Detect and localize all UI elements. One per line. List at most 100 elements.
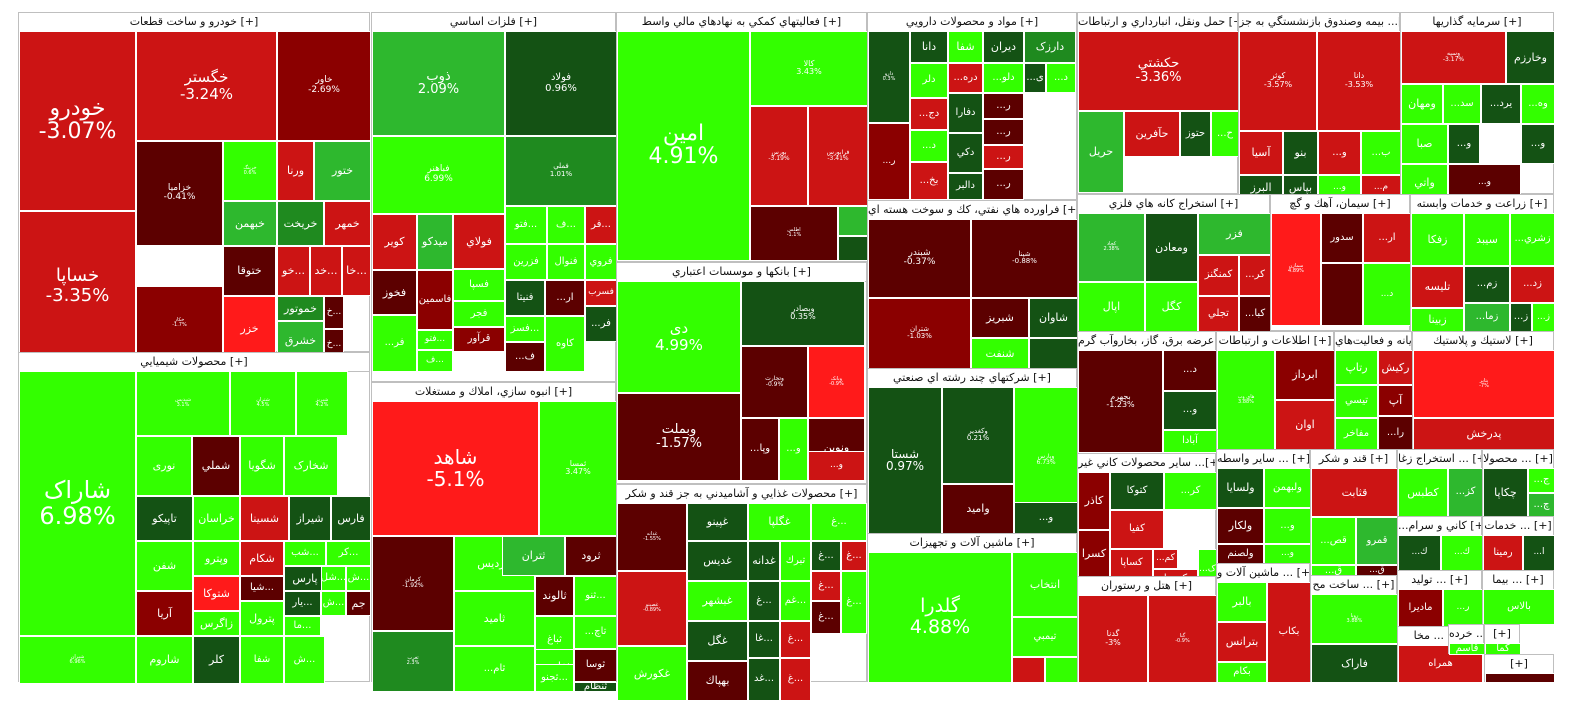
stock-tile[interactable]: وسپه -3.17% (1401, 31, 1506, 84)
stock-tile[interactable]: فر... (585, 206, 617, 244)
stock-tile[interactable]: کتوكا (1110, 472, 1164, 510)
stock-tile[interactable]: ...ر (983, 169, 1024, 200)
stock-tile[interactable]: خودرو -3.07% (19, 31, 136, 211)
stock-tile[interactable]: زفکا (1411, 213, 1464, 266)
stock-tile[interactable]: شپديس 3.1% (136, 371, 230, 436)
stock-tile[interactable]: فرابورس -3.41% (808, 106, 868, 206)
stock-tile[interactable]: ف... (417, 350, 453, 372)
stock-tile[interactable]: شبندر -0.37% (868, 219, 971, 298)
stock-tile[interactable]: شاروم (136, 636, 193, 684)
stock-tile[interactable] (1321, 263, 1363, 326)
stock-tile[interactable]: بالبر (1217, 582, 1267, 622)
stock-tile[interactable]: ...فر (585, 306, 617, 342)
stock-tile[interactable]: ...زم (1464, 266, 1510, 303)
stock-tile[interactable]: تبرك (780, 541, 811, 581)
stock-tile[interactable]: شستا 0.97% (868, 387, 942, 534)
stock-tile[interactable]: غم... (780, 581, 811, 621)
stock-tile[interactable]: ...و (808, 451, 865, 481)
stock-tile[interactable]: وبانک -0.9% (808, 346, 865, 418)
stock-tile[interactable]: فخوز (372, 270, 417, 315)
stock-tile[interactable]: ...ا (1523, 535, 1555, 571)
stock-tile[interactable]: حتوز (1180, 111, 1211, 157)
stock-tile[interactable]: غ... (780, 658, 811, 701)
stock-tile[interactable]: فنوال (547, 244, 585, 280)
sector-title[interactable]: ...كاني و سرام [+] (1398, 517, 1481, 536)
stock-tile[interactable]: فسز... (505, 316, 545, 342)
stock-tile[interactable]: خو... (277, 246, 310, 296)
stock-tile[interactable]: ...د (1363, 263, 1411, 326)
stock-tile[interactable]: بنو (1283, 131, 1318, 175)
stock-tile[interactable]: ذوب 2.09% (372, 31, 505, 136)
stock-tile[interactable]: فزرين (505, 244, 547, 280)
stock-tile[interactable]: ثالوند (535, 576, 574, 616)
stock-tile[interactable]: ...ب (1361, 131, 1401, 175)
sector-title[interactable]: خودرو و ساخت قطعات [+] (19, 13, 369, 32)
stock-tile[interactable]: وكغدير 0.21% (942, 387, 1014, 484)
stock-tile[interactable]: غا... (748, 621, 780, 658)
stock-tile[interactable]: ...و (1318, 131, 1361, 175)
sector-title[interactable]: قند و شكر [+] (1311, 450, 1396, 469)
sector-title[interactable]: بانكها و موسسات اعتباري [+] (617, 263, 866, 282)
stock-tile[interactable]: قرآور (453, 327, 505, 352)
sector-title[interactable]: استخراج كانه هاي فلزي [+] (1078, 195, 1269, 214)
stock-tile[interactable]: کساپا (1110, 549, 1153, 577)
stock-tile[interactable]: غ... (811, 601, 841, 634)
stock-tile[interactable]: پارس (284, 566, 326, 591)
stock-tile[interactable]: انتخاب (1012, 552, 1078, 617)
sector-title[interactable]: محصولات غذايي و آشاميدني به جز قند و شكر… (617, 485, 866, 504)
stock-tile[interactable]: فتو... (417, 330, 453, 350)
stock-tile[interactable]: غ... (748, 581, 780, 621)
stock-tile[interactable]: دلر (910, 63, 948, 98)
stock-tile[interactable]: خا... (342, 246, 371, 296)
sector-title[interactable]: فعاليتهاي كمكي به نهادهاي مالي واسط [+] (617, 13, 866, 32)
stock-tile[interactable]: شفن (136, 541, 193, 591)
stock-tile[interactable]: بالاس (1483, 589, 1555, 625)
stock-tile[interactable]: خبهمن (223, 201, 277, 246)
sector-title[interactable]: مواد و محصولات دارويي [+] (868, 13, 1076, 32)
stock-tile[interactable]: خد... (310, 246, 342, 296)
stock-tile[interactable]: خمهر (324, 201, 371, 246)
stock-tile[interactable]: سيبد (1464, 213, 1510, 266)
stock-tile[interactable]: ش... (346, 566, 371, 591)
stock-tile[interactable]: فولاي (453, 214, 505, 269)
stock-tile[interactable]: زبينا (1411, 308, 1464, 332)
stock-tile[interactable]: ...ح (1211, 111, 1239, 157)
stock-tile[interactable]: واميد (942, 484, 1014, 534)
stock-tile[interactable]: شاراک 6.98% (19, 371, 136, 636)
stock-tile[interactable]: دانا -3.53% (1317, 31, 1401, 131)
stock-tile[interactable]: غدانه -1.55% (617, 503, 687, 571)
stock-tile[interactable]: شيا... (240, 576, 284, 601)
stock-tile[interactable]: ...زشري (1510, 213, 1555, 266)
sector-title[interactable]: [+] (1485, 655, 1553, 674)
stock-tile[interactable]: چکاپا (1483, 468, 1528, 517)
stock-tile[interactable]: شيران 6.96% (19, 636, 136, 684)
stock-tile[interactable]: ختوقا (223, 246, 276, 296)
stock-tile[interactable]: ثوسا (574, 649, 617, 682)
stock-tile[interactable]: ...وه (1521, 84, 1555, 124)
stock-tile[interactable]: ثامید (454, 591, 535, 646)
stock-tile[interactable]: دی 4.99% (617, 281, 741, 393)
stock-tile[interactable]: رتاپ (1335, 350, 1378, 385)
stock-tile[interactable]: ...ثام (454, 646, 535, 692)
stock-tile[interactable]: ...فر (372, 315, 417, 372)
stock-tile[interactable]: غد... (748, 658, 780, 701)
stock-tile[interactable]: رويا 3.88% (1311, 594, 1398, 644)
stock-tile[interactable]: ولبهمن (1264, 468, 1311, 508)
stock-tile[interactable]: ...زما (1464, 303, 1510, 332)
stock-tile[interactable]: ثغرب 2.3% (372, 631, 454, 692)
sector-title[interactable]: سيمان، آهك و گچ [+] (1271, 195, 1409, 214)
stock-tile[interactable]: غبشهر (687, 581, 748, 621)
stock-tile[interactable]: ومهان (1401, 84, 1443, 124)
stock-tile[interactable]: بكاب (1267, 582, 1311, 683)
stock-tile[interactable] (1029, 338, 1078, 369)
stock-tile[interactable]: تيمبي (1012, 617, 1078, 657)
stock-tile[interactable]: ...کر (1164, 472, 1217, 510)
stock-tile[interactable]: خرينگ 0.6% (223, 141, 277, 201)
stock-tile[interactable]: ...ج (1528, 468, 1555, 493)
stock-tile[interactable]: ثمسا 3.47% (539, 401, 617, 536)
stock-tile[interactable]: ...دلو (983, 63, 1024, 93)
stock-tile[interactable]: شگويا (240, 436, 284, 496)
stock-tile[interactable]: شتوکا (193, 576, 240, 611)
stock-tile[interactable]: شاوان (1029, 298, 1078, 338)
stock-tile[interactable]: فسپا (453, 269, 505, 301)
